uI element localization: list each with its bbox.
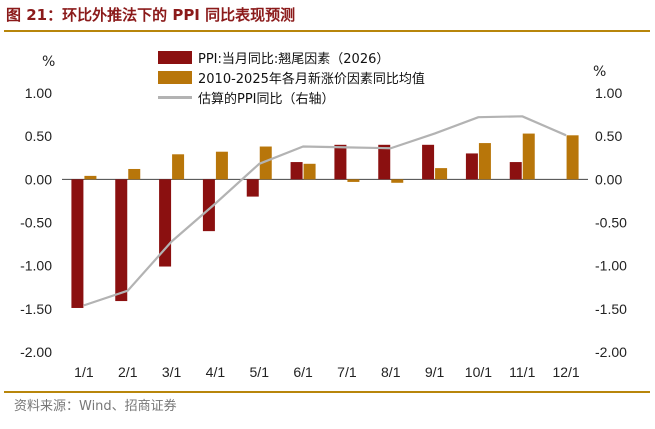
legend-swatch-series1 bbox=[158, 50, 192, 64]
legend-label-series1: PPI:当月同比:翘尾因素（2026） bbox=[198, 51, 390, 67]
right-tick-label: -1.50 bbox=[595, 301, 627, 317]
bar-series1 bbox=[378, 144, 391, 180]
legend-label-series2: 2010-2025年各月新涨价因素同比均值 bbox=[198, 71, 425, 87]
right-tick-label: -0.50 bbox=[595, 215, 627, 231]
bar-series1 bbox=[422, 144, 435, 180]
bar-series1 bbox=[334, 144, 347, 180]
bar-series2 bbox=[347, 179, 360, 182]
left-tick-label: -1.00 bbox=[20, 258, 52, 274]
legend-item-series1: PPI:当月同比:翘尾因素（2026） bbox=[158, 47, 425, 67]
chart-title: 图 21：环比外推法下的 PPI 同比表现预测 bbox=[6, 6, 296, 24]
legend: PPI:当月同比:翘尾因素（2026） 2010-2025年各月新涨价因素同比均… bbox=[158, 47, 425, 107]
bar-series2 bbox=[215, 151, 228, 180]
x-tick-label: 3/1 bbox=[162, 364, 182, 380]
legend-swatch-series2 bbox=[158, 70, 192, 84]
x-tick-label: 4/1 bbox=[206, 364, 226, 380]
x-tick-label: 6/1 bbox=[293, 364, 313, 380]
bar-series2 bbox=[522, 133, 535, 180]
legend-item-series2: 2010-2025年各月新涨价因素同比均值 bbox=[158, 67, 425, 87]
source-note: 资料来源：Wind、招商证券 bbox=[14, 399, 177, 414]
bar-series1 bbox=[202, 179, 215, 232]
bar-series2 bbox=[435, 168, 448, 180]
bottom-rule bbox=[4, 391, 650, 393]
left-tick-label: -2.00 bbox=[20, 344, 52, 360]
left-tick-label: 1.00 bbox=[25, 85, 52, 101]
left-tick-label: -1.50 bbox=[20, 301, 52, 317]
bar-series2 bbox=[259, 146, 272, 180]
left-tick-label: 0.50 bbox=[25, 128, 52, 144]
bar-series2 bbox=[303, 163, 316, 180]
top-rule bbox=[4, 30, 650, 32]
legend-item-series3: 估算的PPI同比（右轴） bbox=[158, 87, 425, 107]
bar-series2 bbox=[478, 143, 491, 180]
right-tick-label: -2.00 bbox=[595, 344, 627, 360]
right-tick-label: 1.00 bbox=[595, 85, 622, 101]
x-tick-label: 7/1 bbox=[337, 364, 357, 380]
legend-swatch-series3 bbox=[158, 95, 192, 99]
x-tick-label: 2/1 bbox=[118, 364, 138, 380]
bar-series2 bbox=[84, 175, 97, 180]
bar-series1 bbox=[290, 162, 303, 180]
bar-series1 bbox=[246, 179, 259, 197]
x-tick-label: 11/1 bbox=[509, 364, 535, 380]
x-tick-label: 5/1 bbox=[250, 364, 270, 380]
bar-series2 bbox=[566, 135, 579, 180]
left-tick-label: -0.50 bbox=[20, 215, 52, 231]
left-tick-label: 0.00 bbox=[25, 171, 52, 187]
right-axis-unit: % bbox=[593, 64, 607, 80]
x-tick-label: 10/1 bbox=[465, 364, 492, 380]
bar-series2 bbox=[391, 179, 404, 183]
x-tick-label: 9/1 bbox=[425, 364, 445, 380]
bar-series2 bbox=[128, 168, 141, 180]
bar-series1 bbox=[465, 153, 478, 180]
x-tick-label: 12/1 bbox=[552, 364, 579, 380]
line-series3 bbox=[83, 115, 567, 307]
right-tick-label: 0.00 bbox=[595, 171, 622, 187]
bar-series2 bbox=[172, 154, 185, 180]
right-tick-label: -1.00 bbox=[595, 258, 627, 274]
legend-label-series3: 估算的PPI同比（右轴） bbox=[198, 91, 335, 107]
x-tick-label: 1/1 bbox=[74, 364, 94, 380]
bar-series1 bbox=[115, 179, 128, 302]
left-axis-unit: % bbox=[42, 54, 56, 70]
right-tick-label: 0.50 bbox=[595, 128, 622, 144]
x-tick-label: 8/1 bbox=[381, 364, 401, 380]
bar-series1 bbox=[71, 179, 84, 308]
bar-series1 bbox=[509, 162, 522, 180]
